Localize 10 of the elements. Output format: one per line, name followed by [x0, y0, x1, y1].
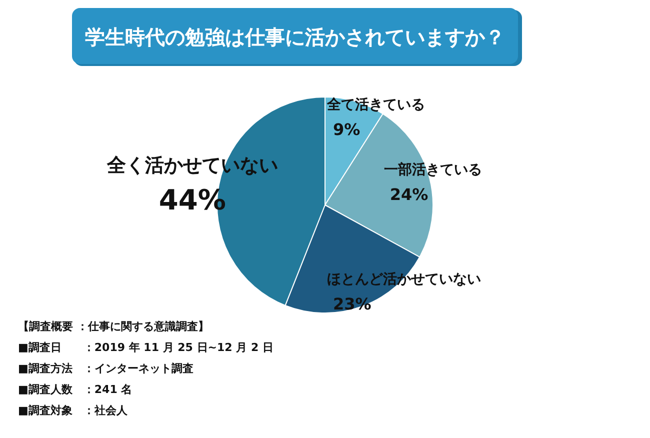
text: ■調査対象 ：社会人 — [18, 404, 128, 417]
chart-title: 学生時代の勉強は仕事に活かされていますか？ — [85, 25, 505, 49]
slice-label: 一部活きている — [384, 161, 482, 178]
text: 【調査概要 ：仕事に関する意識調査】 — [18, 320, 209, 333]
text: ■調査日 ：2019 年 11 月 25 日~12 月 2 日 — [18, 341, 274, 354]
data-label: 24% — [390, 185, 428, 204]
data-label: 23% — [333, 294, 372, 314]
text: ■調査方法 ：インターネット調査 — [18, 362, 194, 375]
data-label: 9% — [333, 120, 360, 139]
text: ■調査人数 ：241 名 — [18, 383, 132, 396]
